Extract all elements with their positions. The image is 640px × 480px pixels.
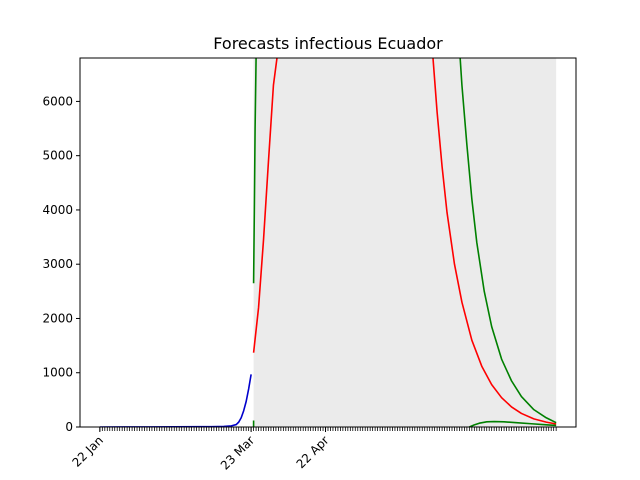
x-tick-label: 22 Apr (294, 433, 332, 471)
y-axis: 0 1000 2000 3000 4000 5000 6000 (42, 94, 80, 434)
x-axis: 22 Jan 23 Mar 22 Apr (69, 427, 557, 473)
x-tick-label: 23 Mar (218, 433, 257, 472)
x-tick-label: 22 Jan (69, 433, 105, 469)
y-tick-label: 4000 (42, 203, 73, 217)
series-line-2 (252, 58, 557, 424)
y-tick-label: 5000 (42, 149, 73, 163)
y-tick-label: 6000 (42, 94, 73, 108)
y-tick-label: 2000 (42, 311, 73, 325)
forecast-band-layer (253, 58, 557, 427)
chart-title: Forecasts infectious Ecuador (213, 34, 443, 53)
y-tick-label: 0 (65, 420, 73, 434)
series-line-4 (469, 420, 557, 427)
series-layer (99, 58, 557, 427)
series-line-0 (99, 374, 252, 427)
y-tick-label: 1000 (42, 366, 73, 380)
forecast-band (253, 58, 557, 427)
series-line-1 (252, 58, 557, 425)
y-tick-label: 3000 (42, 257, 73, 271)
